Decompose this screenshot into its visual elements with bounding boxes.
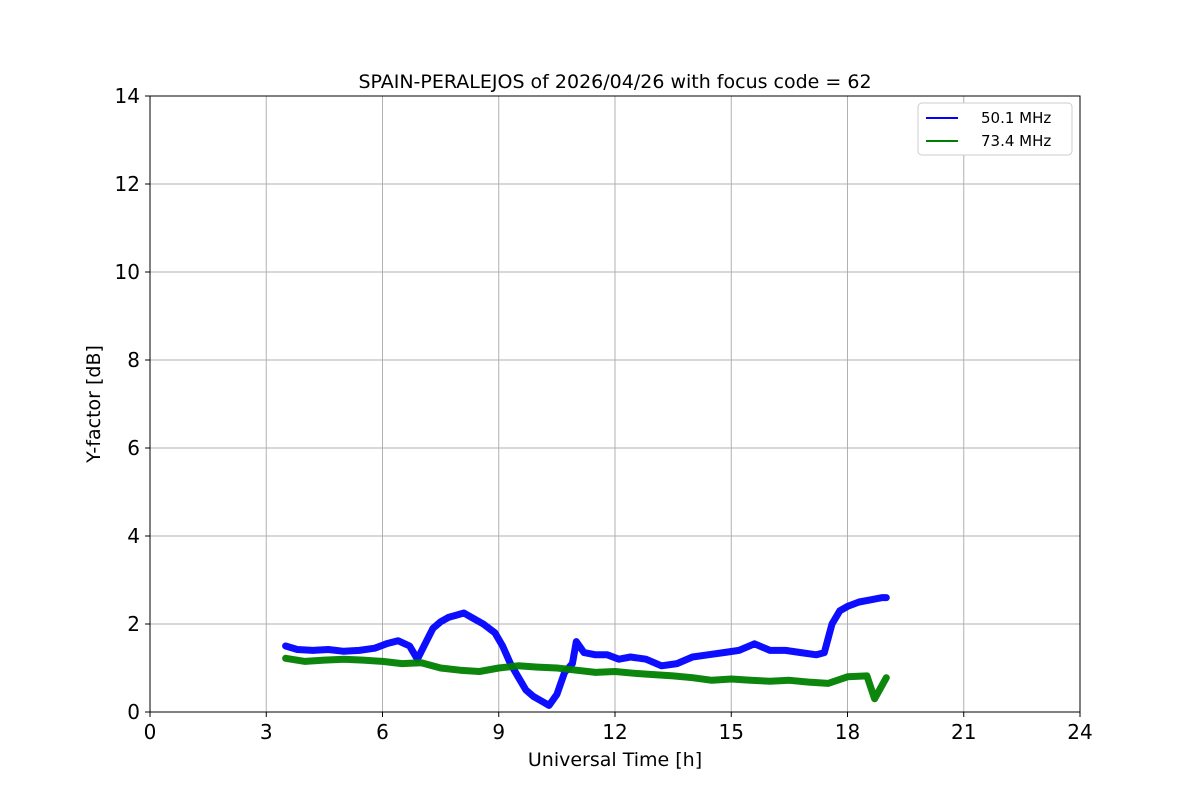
y-tick-label: 0 <box>127 700 140 724</box>
x-tick-label: 21 <box>951 720 976 744</box>
legend-label-50mhz: 50.1 MHz <box>981 109 1051 127</box>
y-tick-label: 6 <box>127 436 140 460</box>
x-tick-label: 6 <box>376 720 389 744</box>
x-tick-label: 18 <box>835 720 860 744</box>
x-tick-label: 0 <box>144 720 157 744</box>
x-tick-label: 12 <box>602 720 627 744</box>
series-line-0 <box>282 594 890 709</box>
legend: 50.1 MHz 73.4 MHz <box>917 102 1073 156</box>
y-tick-label: 4 <box>127 524 140 548</box>
y-tick-label: 12 <box>115 172 140 196</box>
y-tick-label: 8 <box>127 348 140 372</box>
x-tick-label: 24 <box>1067 720 1092 744</box>
y-tick-label: 14 <box>115 84 140 108</box>
chart-title: SPAIN-PERALEJOS of 2026/04/26 with focus… <box>358 71 871 93</box>
x-axis-label: Universal Time [h] <box>528 749 702 771</box>
y-tick-label: 10 <box>115 260 140 284</box>
x-axis: 0 3 6 9 12 15 18 21 24 <box>144 712 1093 744</box>
x-tick-label: 9 <box>492 720 505 744</box>
y-axis-label: Y-factor [dB] <box>83 345 105 464</box>
y-axis: 0 2 4 6 8 10 12 14 <box>115 84 150 724</box>
x-tick-label: 3 <box>260 720 273 744</box>
y-tick-label: 2 <box>127 612 140 636</box>
x-tick-label: 15 <box>719 720 744 744</box>
plot-area <box>282 594 890 709</box>
legend-label-73mhz: 73.4 MHz <box>981 132 1051 150</box>
series-line-1 <box>282 654 890 703</box>
